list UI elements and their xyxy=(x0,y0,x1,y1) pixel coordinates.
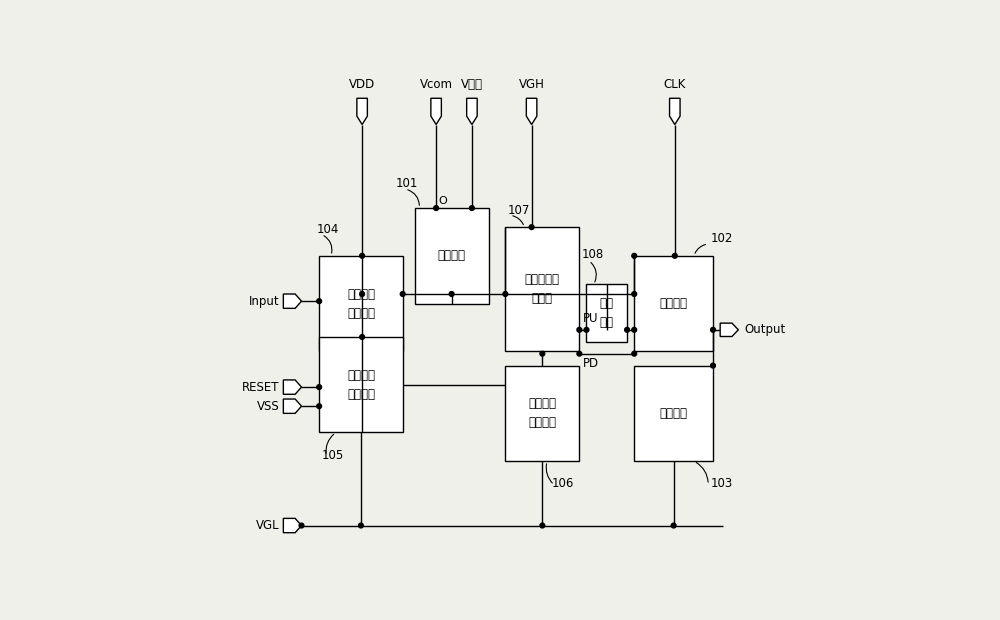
Text: 107: 107 xyxy=(508,204,530,217)
Bar xyxy=(319,337,403,433)
Circle shape xyxy=(317,384,322,389)
Circle shape xyxy=(540,352,545,356)
Circle shape xyxy=(360,335,365,339)
Circle shape xyxy=(299,523,304,528)
Text: 106: 106 xyxy=(552,477,574,490)
Circle shape xyxy=(400,291,405,296)
Circle shape xyxy=(503,291,508,296)
Text: 补偿模块: 补偿模块 xyxy=(438,249,466,262)
Text: Output: Output xyxy=(744,323,785,336)
Text: 第一下拉
控制模块: 第一下拉 控制模块 xyxy=(528,397,556,430)
Circle shape xyxy=(434,206,439,210)
Circle shape xyxy=(632,291,637,296)
Circle shape xyxy=(632,327,637,332)
Text: V补偿: V补偿 xyxy=(461,78,483,91)
Text: RESET: RESET xyxy=(242,381,280,394)
Text: O: O xyxy=(439,196,447,206)
Circle shape xyxy=(584,327,589,332)
Polygon shape xyxy=(283,380,301,394)
Bar xyxy=(319,256,403,352)
Text: Vcom: Vcom xyxy=(420,78,453,91)
Polygon shape xyxy=(283,294,301,308)
Text: CLK: CLK xyxy=(664,78,686,91)
Text: VDD: VDD xyxy=(349,78,375,91)
Text: 第一上拉
控制模块: 第一上拉 控制模块 xyxy=(347,288,375,319)
Polygon shape xyxy=(720,323,738,337)
Text: VGL: VGL xyxy=(256,519,280,532)
Bar xyxy=(586,285,627,342)
Text: 下拉模块: 下拉模块 xyxy=(660,407,688,420)
Polygon shape xyxy=(357,98,367,125)
Text: 105: 105 xyxy=(322,449,344,462)
Circle shape xyxy=(577,327,582,332)
Polygon shape xyxy=(670,98,680,125)
Circle shape xyxy=(632,254,637,258)
Text: VSS: VSS xyxy=(257,400,280,413)
Polygon shape xyxy=(283,518,301,533)
Circle shape xyxy=(671,523,676,528)
Circle shape xyxy=(672,254,677,258)
Text: 第二上拉
控制模块: 第二上拉 控制模块 xyxy=(347,369,375,401)
Text: VGH: VGH xyxy=(519,78,545,91)
Bar xyxy=(505,366,579,461)
Text: 输出模块: 输出模块 xyxy=(660,297,688,310)
Bar xyxy=(634,366,713,461)
Text: PU: PU xyxy=(583,312,599,325)
Text: 103: 103 xyxy=(711,477,733,490)
Circle shape xyxy=(540,523,545,528)
Circle shape xyxy=(529,225,534,229)
Polygon shape xyxy=(467,98,477,125)
Text: 101: 101 xyxy=(396,177,418,190)
Bar xyxy=(634,256,713,352)
Circle shape xyxy=(711,327,715,332)
Text: 104: 104 xyxy=(317,223,339,236)
Polygon shape xyxy=(283,399,301,414)
Text: 102: 102 xyxy=(711,232,733,246)
Text: 第二下拉控
制模块: 第二下拉控 制模块 xyxy=(525,273,560,305)
Text: 108: 108 xyxy=(582,248,604,261)
Circle shape xyxy=(470,206,474,210)
Circle shape xyxy=(449,291,454,296)
Circle shape xyxy=(360,291,365,296)
Text: 储能
模块: 储能 模块 xyxy=(600,297,614,329)
Circle shape xyxy=(317,404,322,409)
Circle shape xyxy=(577,352,582,356)
Polygon shape xyxy=(526,98,537,125)
Circle shape xyxy=(625,327,629,332)
Circle shape xyxy=(360,254,365,258)
Circle shape xyxy=(711,363,715,368)
Bar xyxy=(415,208,489,304)
Bar xyxy=(505,227,579,352)
Circle shape xyxy=(632,352,637,356)
Circle shape xyxy=(317,299,322,304)
Text: Input: Input xyxy=(249,294,280,308)
Text: PD: PD xyxy=(583,358,599,371)
Polygon shape xyxy=(431,98,441,125)
Circle shape xyxy=(359,523,363,528)
